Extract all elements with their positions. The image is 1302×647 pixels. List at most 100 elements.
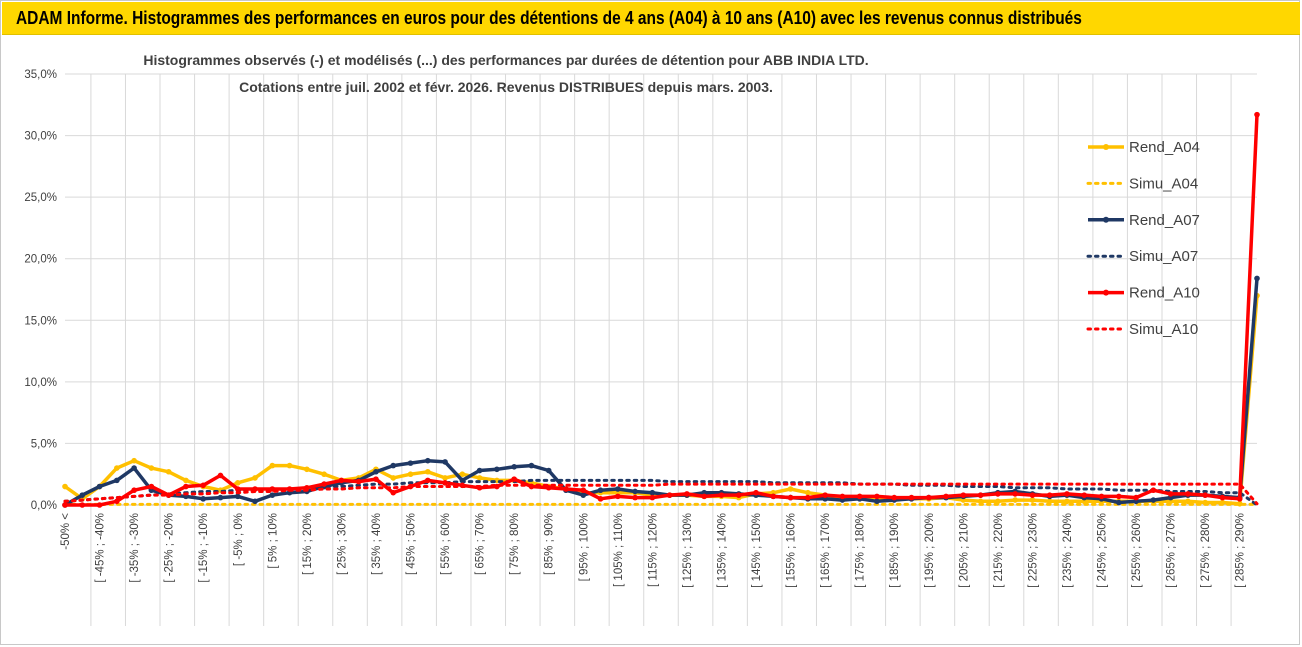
legend-item-simu-a10: Simu_A10 <box>1086 321 1198 338</box>
y-tick-label: 35,0% <box>24 69 57 81</box>
data-point <box>1081 492 1088 498</box>
data-point <box>1046 492 1053 498</box>
data-point <box>269 462 276 469</box>
data-point <box>424 477 431 484</box>
data-point <box>1064 491 1070 497</box>
legend-item-simu-a07: Simu_A07 <box>1086 248 1198 265</box>
data-point <box>1029 497 1036 503</box>
series-simu-a10 <box>63 482 1259 506</box>
data-point <box>1115 493 1122 500</box>
data-point <box>79 492 86 498</box>
legend-item-simu-a04: Simu_A04 <box>1086 175 1198 192</box>
legend-item-rend-a10: Rend_A10 <box>1088 285 1200 302</box>
series-layer <box>62 111 1260 508</box>
legend: Rend_A04 Simu_A04 Rend_A07 Simu_A07 Rend_A10… <box>1086 139 1200 338</box>
chart-title-line-2: Cotations entre juil. 2002 et févr. 2026… <box>239 79 773 95</box>
x-tick-label: [ 125% ; 130% <box>682 513 694 588</box>
data-point <box>62 483 68 490</box>
data-point <box>977 498 984 505</box>
x-tick-label: [ 215% ; 220% <box>993 513 1005 588</box>
data-point <box>390 489 397 496</box>
data-point <box>511 464 517 470</box>
data-point <box>390 462 397 469</box>
x-tick-label: [ 95% ; 100% <box>578 513 590 581</box>
data-point <box>649 494 656 501</box>
data-point <box>580 492 587 498</box>
legend-label: Simu_A04 <box>1129 175 1198 192</box>
data-point <box>131 487 137 494</box>
series-line <box>63 482 1259 506</box>
data-point <box>995 491 1001 497</box>
data-point <box>442 459 448 465</box>
data-point <box>943 493 949 500</box>
data-point <box>131 457 137 464</box>
data-point <box>545 467 552 474</box>
x-tick-label: [ 85% ; 90% <box>544 513 556 575</box>
data-point <box>1254 275 1260 282</box>
data-point <box>908 494 915 501</box>
data-point <box>373 468 379 475</box>
data-point <box>131 465 137 471</box>
data-point <box>148 483 155 490</box>
data-point <box>234 493 241 500</box>
y-axis-ticks: 0,0% 5,0% 10,0% 15,0% 20,0% 25,0% 30,0% 35,0% <box>24 69 57 512</box>
x-tick-label: [ 265% ; 270% <box>1166 513 1178 588</box>
x-axis-ticks: -50% < [ -45% ; -40% [ -35% ; -30% [ -25% ;… <box>60 513 1247 588</box>
data-point <box>234 480 241 486</box>
x-tick-label: [ 15% ; 20% <box>302 513 314 575</box>
data-point <box>424 457 431 464</box>
legend-label: Simu_A10 <box>1129 321 1198 338</box>
x-tick-label: [ -15% ; -10% <box>198 513 210 583</box>
data-point <box>891 494 898 501</box>
data-point <box>304 466 310 473</box>
data-point <box>114 477 120 484</box>
series-rend-a07 <box>62 275 1260 508</box>
data-point <box>1133 494 1139 501</box>
data-point <box>632 494 638 501</box>
x-tick-label: [ 115% ; 120% <box>647 513 659 587</box>
data-point <box>79 502 86 508</box>
x-tick-label: [ 235% ; 240% <box>1062 513 1074 588</box>
x-tick-label: [ 105% ; 110% <box>613 513 625 587</box>
report-title: ADAM Informe. Histogrammes des performan… <box>16 8 1082 28</box>
data-point <box>1236 496 1243 502</box>
legend-marker <box>1103 289 1109 296</box>
data-point <box>597 487 604 494</box>
data-point <box>1185 498 1191 505</box>
x-tick-label: [ 135% ; 140% <box>716 513 728 588</box>
data-point <box>528 462 535 469</box>
y-tick-label: 10,0% <box>24 377 57 389</box>
data-point <box>390 475 397 481</box>
data-point <box>1150 497 1157 503</box>
legend-item-rend-a07: Rend_A07 <box>1088 212 1200 229</box>
data-point <box>511 476 517 482</box>
data-point <box>995 498 1001 505</box>
data-point <box>96 502 103 508</box>
x-tick-label: [ -35% ; -30% <box>129 513 141 583</box>
x-tick-label: [ -45% ; -40% <box>95 513 107 583</box>
data-point <box>805 489 811 496</box>
y-tick-label: 15,0% <box>24 315 57 327</box>
data-point <box>252 475 258 481</box>
data-point <box>632 488 638 495</box>
data-point <box>1064 498 1070 505</box>
data-point <box>874 498 880 505</box>
x-tick-label: [ -5% ; 0% <box>233 513 245 566</box>
series-line <box>64 278 1259 507</box>
data-point <box>1012 497 1018 503</box>
data-point <box>787 494 794 501</box>
x-tick-label: [ 255% ; 260% <box>1131 513 1143 588</box>
data-point <box>407 471 414 478</box>
data-point <box>787 486 794 492</box>
data-point <box>753 489 759 496</box>
x-tick-label: [ 155% ; 160% <box>786 513 798 588</box>
series-line <box>63 295 1259 506</box>
data-point <box>770 493 777 500</box>
data-point <box>494 466 500 473</box>
data-point <box>684 491 690 497</box>
data-point <box>252 498 258 505</box>
x-tick-label: [ 195% ; 200% <box>924 513 936 588</box>
data-point <box>615 493 621 500</box>
data-point <box>321 481 327 487</box>
